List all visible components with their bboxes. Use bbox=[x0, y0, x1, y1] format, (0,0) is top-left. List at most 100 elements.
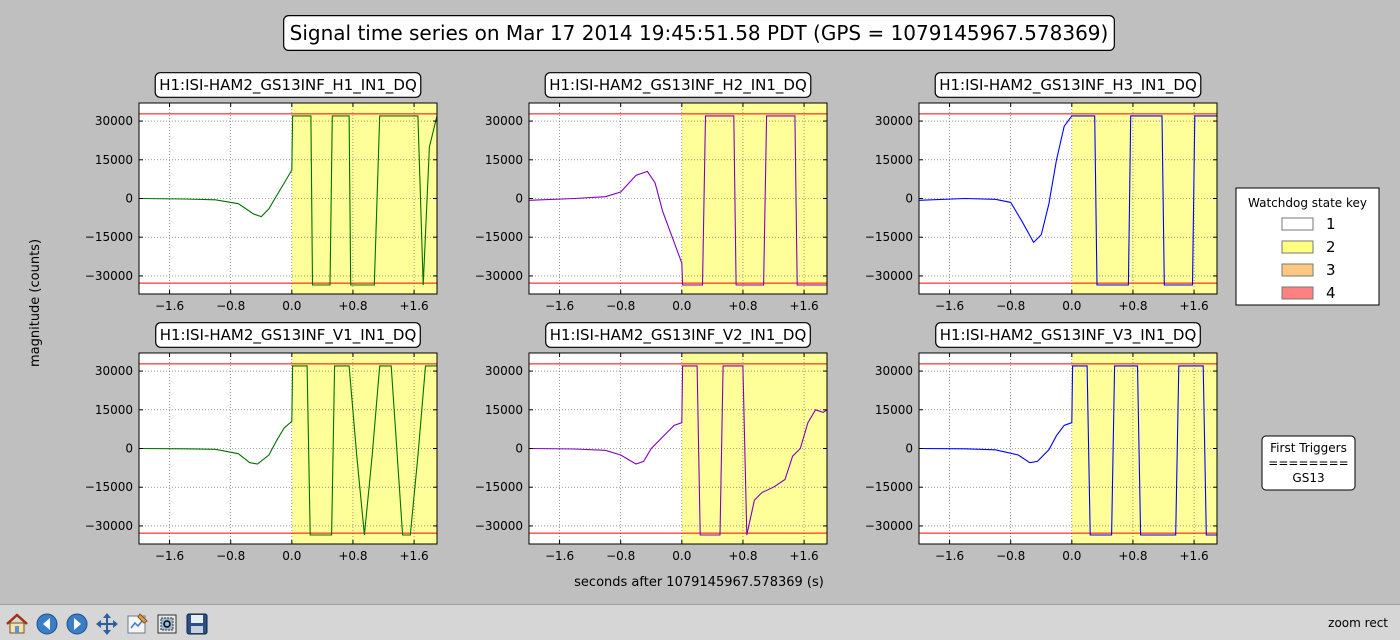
y-tick-label: 0 bbox=[905, 192, 913, 206]
x-tick-label: 0.0 bbox=[282, 299, 301, 313]
x-tick-label: +1.6 bbox=[1180, 299, 1209, 313]
subplot-title-text: H1:ISI-HAM2_GS13INF_H2_IN1_DQ bbox=[549, 76, 807, 95]
configure-button[interactable] bbox=[123, 610, 151, 638]
subplot-title: H1:ISI-HAM2_GS13INF_H3_IN1_DQ bbox=[934, 72, 1202, 98]
legend-title: Watchdog state key bbox=[1248, 196, 1367, 210]
y-tick-label: 30000 bbox=[95, 364, 133, 378]
x-tick-label: −1.6 bbox=[935, 299, 964, 313]
back-icon bbox=[36, 613, 58, 635]
subplot-title: H1:ISI-HAM2_GS13INF_V3_IN1_DQ bbox=[935, 322, 1201, 348]
x-tick-label: 0.0 bbox=[672, 549, 691, 563]
y-tick-label: −30000 bbox=[85, 519, 133, 533]
subplot-5: −1.6 −0.8 0.0 +0.8 +1.6 30000 15000 0 −15000 −300… bbox=[475, 352, 828, 563]
x-tick-label: 0.0 bbox=[1062, 549, 1081, 563]
y-tick-label: −15000 bbox=[475, 230, 523, 244]
subplot-title: H1:ISI-HAM2_GS13INF_V2_IN1_DQ bbox=[545, 322, 811, 348]
y-tick-label: 15000 bbox=[485, 153, 523, 167]
subplot-title-text: H1:ISI-HAM2_GS13INF_H3_IN1_DQ bbox=[939, 76, 1197, 95]
first-triggers-frame bbox=[1261, 435, 1356, 491]
legend-swatch bbox=[1281, 286, 1314, 300]
y-tick-label: 15000 bbox=[95, 403, 133, 417]
x-tick-label: +1.6 bbox=[400, 299, 429, 313]
y-tick-label: −15000 bbox=[865, 230, 913, 244]
y-tick-label: −15000 bbox=[85, 230, 133, 244]
y-tick-label: 30000 bbox=[485, 114, 523, 128]
subplot-title-box bbox=[545, 322, 811, 348]
x-tick-label: −0.8 bbox=[216, 549, 245, 563]
series-line bbox=[919, 115, 1217, 286]
x-tick-label: 0.0 bbox=[672, 299, 691, 313]
y-tick-label: −30000 bbox=[475, 519, 523, 533]
y-tick-label: 15000 bbox=[485, 403, 523, 417]
subplot-title-text: H1:ISI-HAM2_GS13INF_H1_IN1_DQ bbox=[159, 76, 417, 95]
figure-title-text: Signal time series on Mar 17 2014 19:45:… bbox=[290, 21, 1109, 45]
y-tick-label: −30000 bbox=[85, 269, 133, 283]
subplot-4: −1.6 −0.8 0.0 +0.8 +1.6 30000 15000 0 −15000 −300… bbox=[85, 352, 438, 563]
watchdog-legend: Watchdog state key 1 2 3 4 bbox=[1235, 187, 1380, 306]
figure: Signal time series on Mar 17 2014 19:45:… bbox=[28, 15, 1380, 590]
save-button[interactable] bbox=[183, 610, 211, 638]
y-tick-label: 0 bbox=[515, 192, 523, 206]
y-tick-label: 0 bbox=[125, 442, 133, 456]
y-tick-label: −15000 bbox=[85, 480, 133, 494]
x-tick-label: −0.8 bbox=[606, 299, 635, 313]
x-axis-label: seconds after 1079145967.578369 (s) bbox=[574, 575, 824, 590]
y-tick-label: −15000 bbox=[865, 480, 913, 494]
plot-canvas: Signal time series on Mar 17 2014 19:45:… bbox=[28, 15, 1380, 590]
series-line bbox=[529, 115, 827, 286]
subplot-title: H1:ISI-HAM2_GS13INF_H2_IN1_DQ bbox=[544, 72, 812, 98]
first-triggers-line: First Triggers bbox=[1270, 441, 1347, 455]
subplot-title-text: H1:ISI-HAM2_GS13INF_V1_IN1_DQ bbox=[160, 326, 417, 345]
y-tick-label: −30000 bbox=[865, 519, 913, 533]
y-tick-label: 0 bbox=[905, 442, 913, 456]
legend-swatch bbox=[1281, 240, 1314, 254]
y-tick-label: 15000 bbox=[875, 403, 913, 417]
subplot-title: H1:ISI-HAM2_GS13INF_V1_IN1_DQ bbox=[155, 322, 421, 348]
series-line bbox=[139, 365, 437, 536]
x-tick-label: +1.6 bbox=[1180, 549, 1209, 563]
x-tick-label: +0.8 bbox=[1118, 299, 1147, 313]
subplot-2: −1.6 −0.8 0.0 +0.8 +1.6 30000 15000 0 −15000 −300… bbox=[475, 102, 828, 313]
forward-button[interactable] bbox=[63, 610, 91, 638]
x-tick-label: +0.8 bbox=[338, 299, 367, 313]
x-tick-label: −1.6 bbox=[935, 549, 964, 563]
subplot-title-text: H1:ISI-HAM2_GS13INF_V2_IN1_DQ bbox=[550, 326, 807, 345]
x-tick-label: +0.8 bbox=[338, 549, 367, 563]
pan-button[interactable] bbox=[93, 610, 121, 638]
series-line bbox=[139, 115, 437, 286]
x-tick-label: 0.0 bbox=[1062, 299, 1081, 313]
subplot-title-box bbox=[544, 72, 812, 98]
series-line bbox=[529, 365, 827, 536]
x-tick-label: −1.6 bbox=[155, 549, 184, 563]
legend-label: 1 bbox=[1326, 215, 1336, 233]
legend-label: 4 bbox=[1326, 284, 1336, 302]
y-tick-label: −30000 bbox=[865, 269, 913, 283]
figure-title: Signal time series on Mar 17 2014 19:45:… bbox=[283, 15, 1115, 51]
first-triggers-box: First Triggers========GS13 bbox=[1261, 435, 1356, 491]
x-tick-label: +0.8 bbox=[1118, 549, 1147, 563]
subplot-3: −1.6 −0.8 0.0 +0.8 +1.6 30000 15000 0 −15000 −300… bbox=[865, 102, 1218, 313]
y-tick-label: −30000 bbox=[475, 269, 523, 283]
toolbar: zoom rect bbox=[0, 604, 1400, 640]
x-tick-label: 0.0 bbox=[282, 549, 301, 563]
y-tick-label: 30000 bbox=[95, 114, 133, 128]
subplot-title-box bbox=[155, 322, 421, 348]
legend-label: 3 bbox=[1326, 261, 1336, 279]
home-icon bbox=[6, 613, 28, 634]
y-tick-label: −15000 bbox=[475, 480, 523, 494]
back-button[interactable] bbox=[33, 610, 61, 638]
y-tick-label: 0 bbox=[515, 442, 523, 456]
x-tick-label: +0.8 bbox=[728, 299, 757, 313]
subplot-1: −1.6 −0.8 0.0 +0.8 +1.6 30000 15000 0 −15000 −300… bbox=[85, 102, 438, 313]
x-tick-label: +1.6 bbox=[400, 549, 429, 563]
zoom-icon bbox=[157, 614, 177, 634]
home-button[interactable] bbox=[3, 610, 31, 638]
x-tick-label: −0.8 bbox=[996, 549, 1025, 563]
y-tick-label: 30000 bbox=[875, 364, 913, 378]
zoom-button[interactable] bbox=[153, 610, 181, 638]
pan-icon bbox=[96, 613, 118, 635]
subplot-title-text: H1:ISI-HAM2_GS13INF_V3_IN1_DQ bbox=[940, 326, 1197, 345]
x-tick-label: −0.8 bbox=[996, 299, 1025, 313]
subplot-6: −1.6 −0.8 0.0 +0.8 +1.6 30000 15000 0 −15000 −300… bbox=[865, 352, 1218, 563]
x-tick-label: +1.6 bbox=[790, 549, 819, 563]
